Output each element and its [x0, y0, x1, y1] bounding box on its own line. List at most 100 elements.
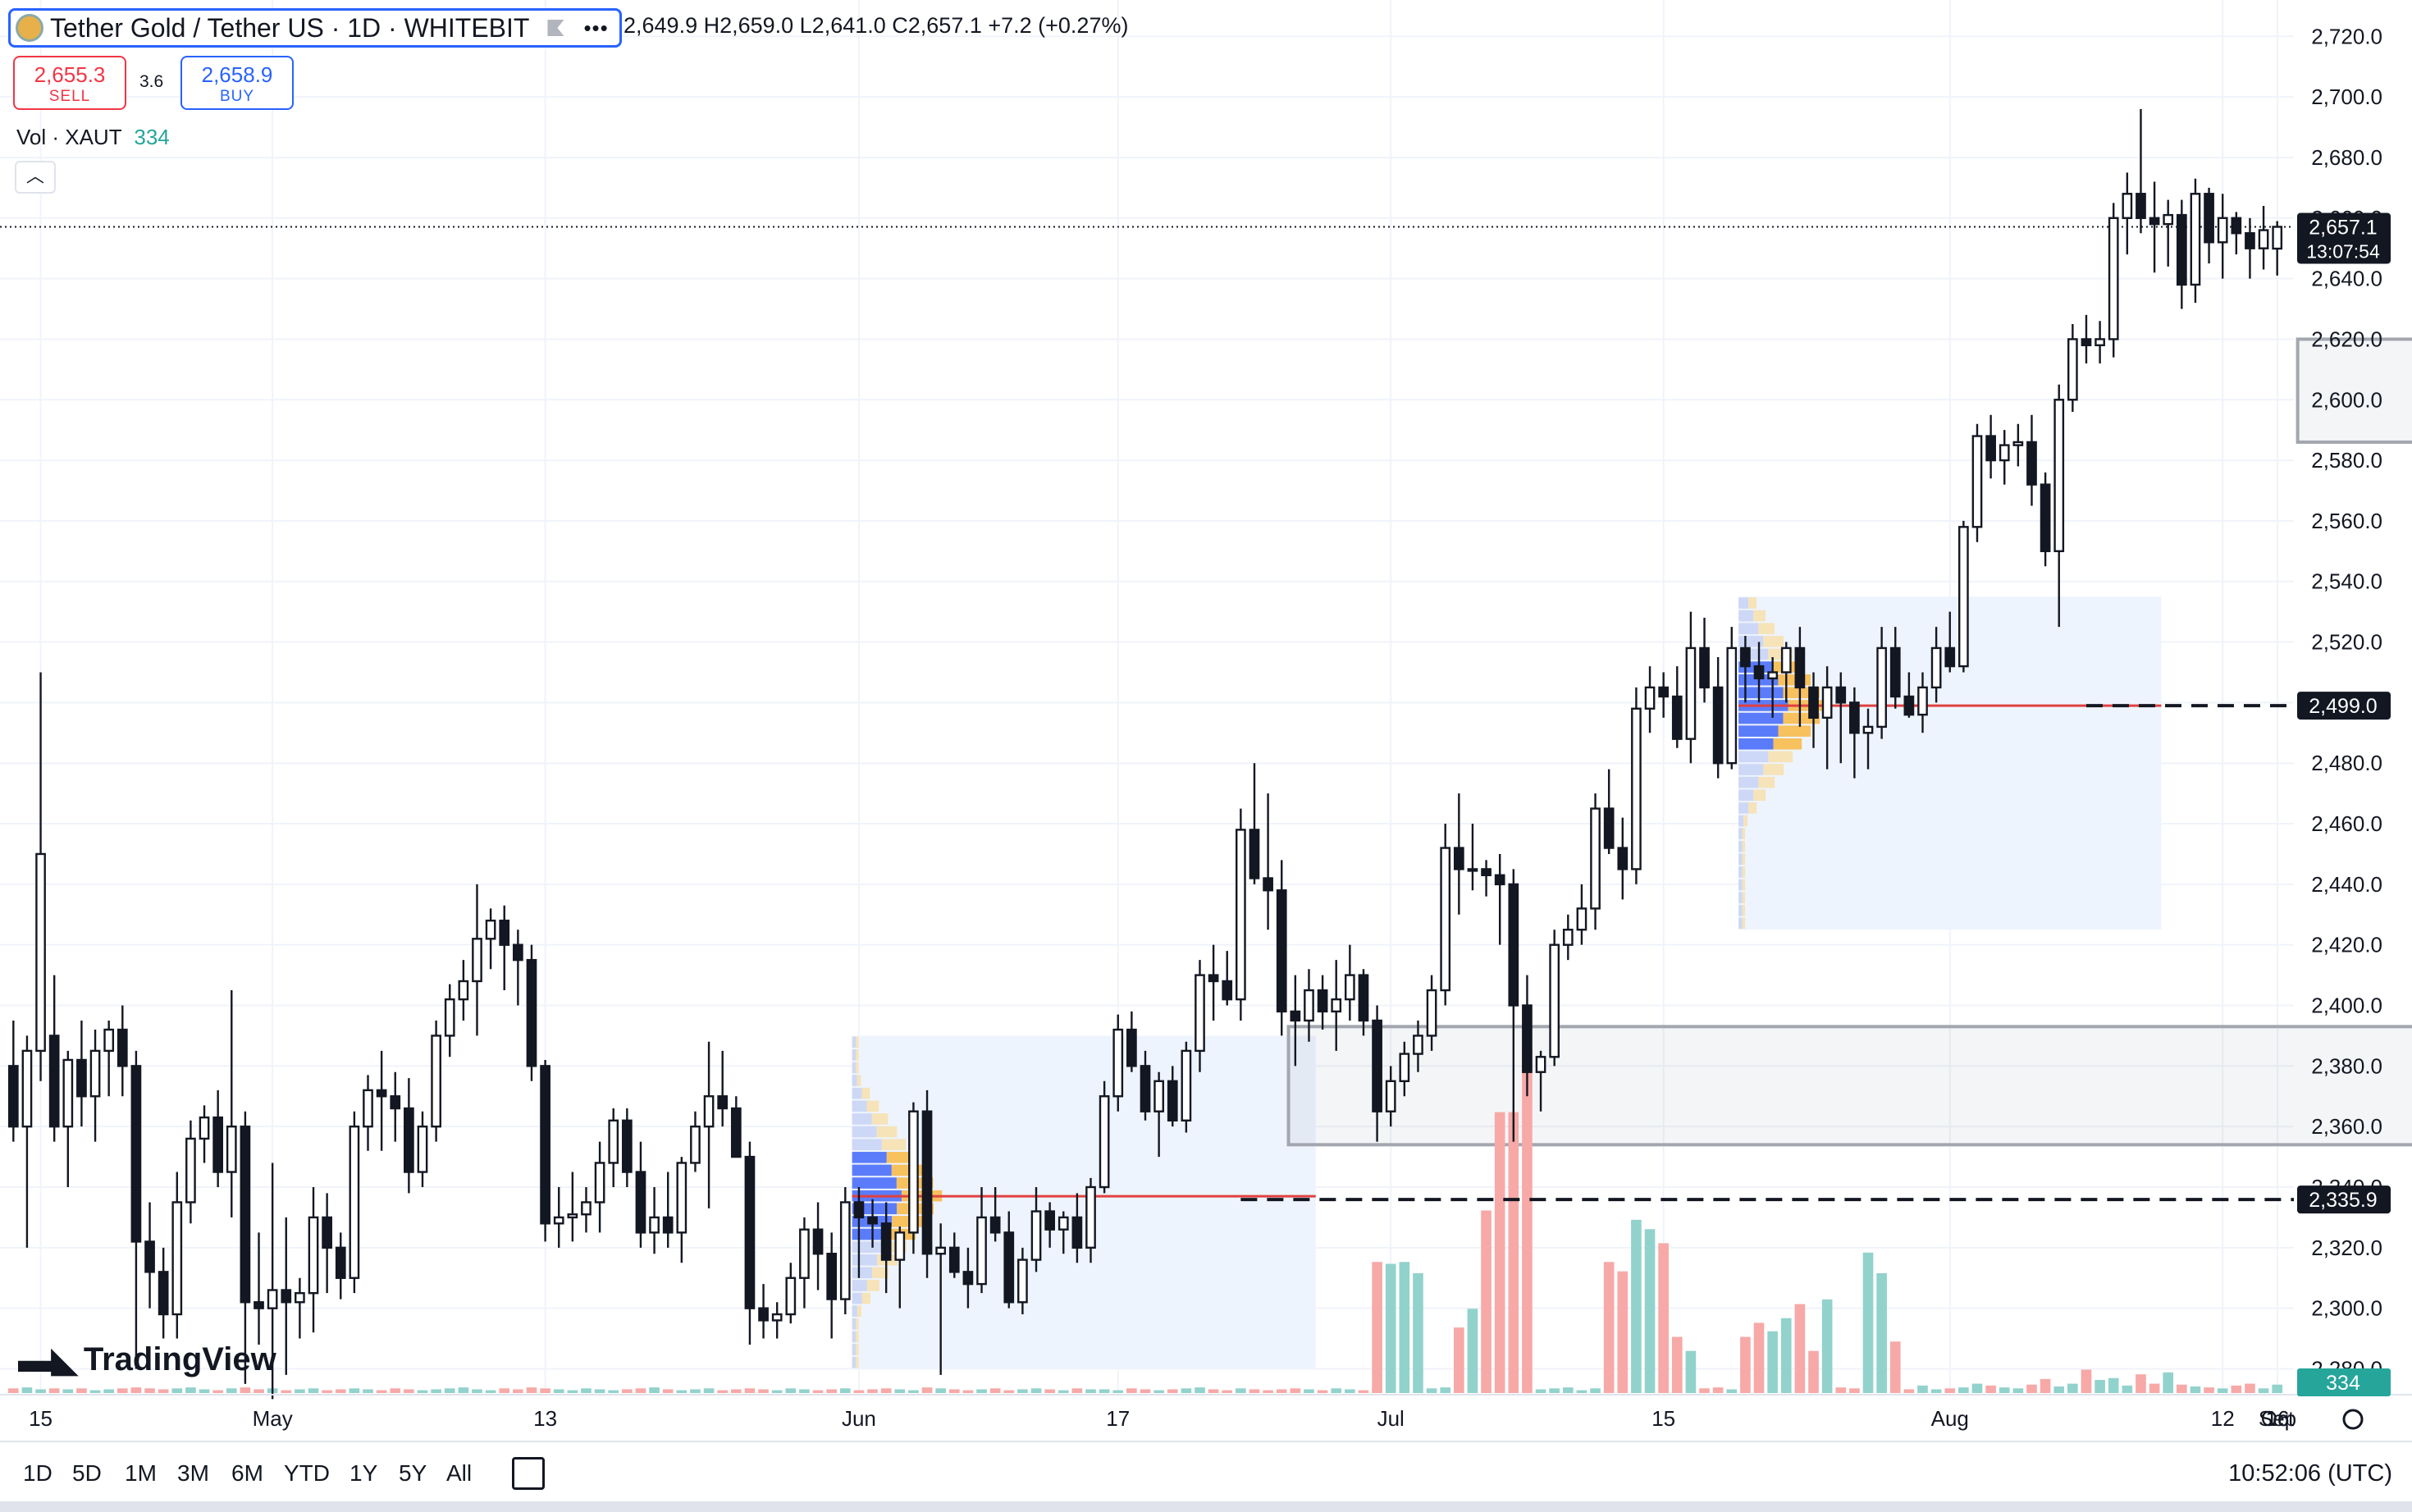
profile-bar-up: [852, 1100, 867, 1112]
profile-bar-up: [1738, 840, 1743, 852]
spread-value: 3.6: [139, 72, 164, 91]
buy-button[interactable]: 2,658.9 BUY: [180, 56, 294, 110]
x-tick-label: 13: [533, 1406, 557, 1431]
candle: [812, 1202, 824, 1290]
range-ytd[interactable]: YTD: [284, 1460, 330, 1486]
y-tick-label: 2,380.0: [2311, 1053, 2382, 1078]
flag-icon[interactable]: [547, 20, 564, 36]
candle: [540, 1059, 550, 1242]
candle-body: [1644, 686, 1656, 710]
candle: [376, 1050, 387, 1151]
volume-bar: [89, 1390, 101, 1393]
profile-bar-down: [866, 1280, 879, 1291]
candle-body: [1522, 1004, 1533, 1073]
candle: [472, 884, 482, 1036]
candle: [1030, 1186, 1042, 1272]
volume-bar: [2122, 1385, 2133, 1393]
profile-bar-up: [1738, 738, 1774, 750]
symbol-legend[interactable]: Tether Gold / Tether US · 1D · WHITEBIT …: [8, 8, 622, 48]
candle-body: [1808, 686, 1819, 719]
volume-bar: [1821, 1299, 1833, 1393]
volume-bar: [1617, 1271, 1629, 1393]
candle-body: [1263, 877, 1273, 892]
candles: [7, 108, 2283, 1400]
replay-icon[interactable]: [512, 1457, 545, 1490]
candle-body: [594, 1162, 605, 1204]
volume-bar: [171, 1388, 183, 1393]
candle: [948, 1232, 960, 1278]
volume-bar: [1003, 1390, 1015, 1393]
chevron-up-icon[interactable]: ︿: [15, 161, 56, 194]
profile-bar-up: [1738, 917, 1743, 930]
candle-body: [1944, 646, 1956, 668]
price-chart[interactable]: 2,720.02,700.02,680.02,660.02,640.02,620…: [0, 0, 2412, 1441]
candle-body: [2163, 213, 2174, 226]
volume-bar: [1276, 1389, 1287, 1393]
volume-bar: [839, 1388, 851, 1393]
candle-body: [581, 1201, 592, 1216]
volume-bar: [1058, 1390, 1069, 1393]
candle-body: [867, 1216, 878, 1225]
range-1d[interactable]: 1D: [23, 1460, 53, 1486]
volume-bar: [1740, 1336, 1751, 1393]
volume-bar: [744, 1388, 756, 1393]
candle-body: [1453, 847, 1464, 870]
candle-body: [1195, 974, 1205, 1053]
volume-bar: [826, 1389, 837, 1393]
volume-bar: [1467, 1309, 1478, 1393]
range-all[interactable]: All: [446, 1460, 473, 1486]
candle: [1685, 611, 1697, 764]
range-5y[interactable]: 5Y: [399, 1460, 427, 1486]
clock[interactable]: 10:52:06 (UTC): [2228, 1460, 2392, 1487]
candle-body: [853, 1201, 865, 1219]
candle: [417, 1111, 428, 1187]
more-options-icon[interactable]: •••: [583, 15, 609, 40]
volume-bar: [2108, 1377, 2119, 1393]
volume-profiles: [852, 596, 2162, 1369]
candle-body: [1958, 526, 1969, 668]
range-3m[interactable]: 3M: [177, 1460, 209, 1486]
range-1y[interactable]: 1Y: [349, 1460, 378, 1486]
volume-bar: [921, 1387, 933, 1393]
candle: [2217, 194, 2228, 279]
volume-bar: [1153, 1390, 1164, 1393]
candle-body: [608, 1119, 619, 1164]
candle: [649, 1186, 660, 1254]
tradingview-logo[interactable]: ▬◣ TradingView: [18, 1339, 276, 1381]
volume-bar: [2217, 1388, 2228, 1393]
volume-legend[interactable]: Vol · XAUT 334: [16, 125, 170, 150]
candle-body: [1726, 646, 1738, 765]
candle: [1140, 1050, 1151, 1121]
volume-bar: [254, 1389, 264, 1393]
candle-body: [404, 1107, 414, 1173]
range-5d[interactable]: 5D: [72, 1460, 102, 1486]
candle: [703, 1041, 715, 1208]
candle: [144, 1202, 155, 1309]
candle: [1508, 869, 1519, 1142]
volume-bar: [1562, 1387, 1574, 1393]
candle: [1903, 672, 1915, 718]
volume-bar: [1481, 1210, 1492, 1393]
range-6m[interactable]: 6M: [231, 1460, 263, 1486]
candle-body: [1481, 868, 1492, 876]
x-tick-label: 15: [1651, 1406, 1675, 1431]
volume-bar: [1644, 1229, 1656, 1393]
volume-bar: [540, 1388, 550, 1393]
range-1m[interactable]: 1M: [125, 1460, 157, 1486]
profile-bar-down: [1753, 610, 1766, 622]
candle-body: [758, 1307, 769, 1322]
sell-button[interactable]: 2,655.3 SELL: [13, 56, 126, 110]
candle-body: [2122, 193, 2133, 219]
candle: [1712, 657, 1724, 779]
profile-bar-up: [852, 1113, 872, 1125]
volume-bar: [1099, 1389, 1110, 1393]
volume-bar: [1399, 1262, 1410, 1393]
volume-bar: [390, 1388, 401, 1393]
volume-bar: [21, 1387, 33, 1393]
profile-bar-down: [871, 1267, 889, 1279]
volume-bar: [35, 1389, 46, 1393]
profile-bar-down: [1778, 674, 1811, 686]
candle-body: [1671, 695, 1683, 740]
profile-bar-up: [852, 1075, 857, 1086]
